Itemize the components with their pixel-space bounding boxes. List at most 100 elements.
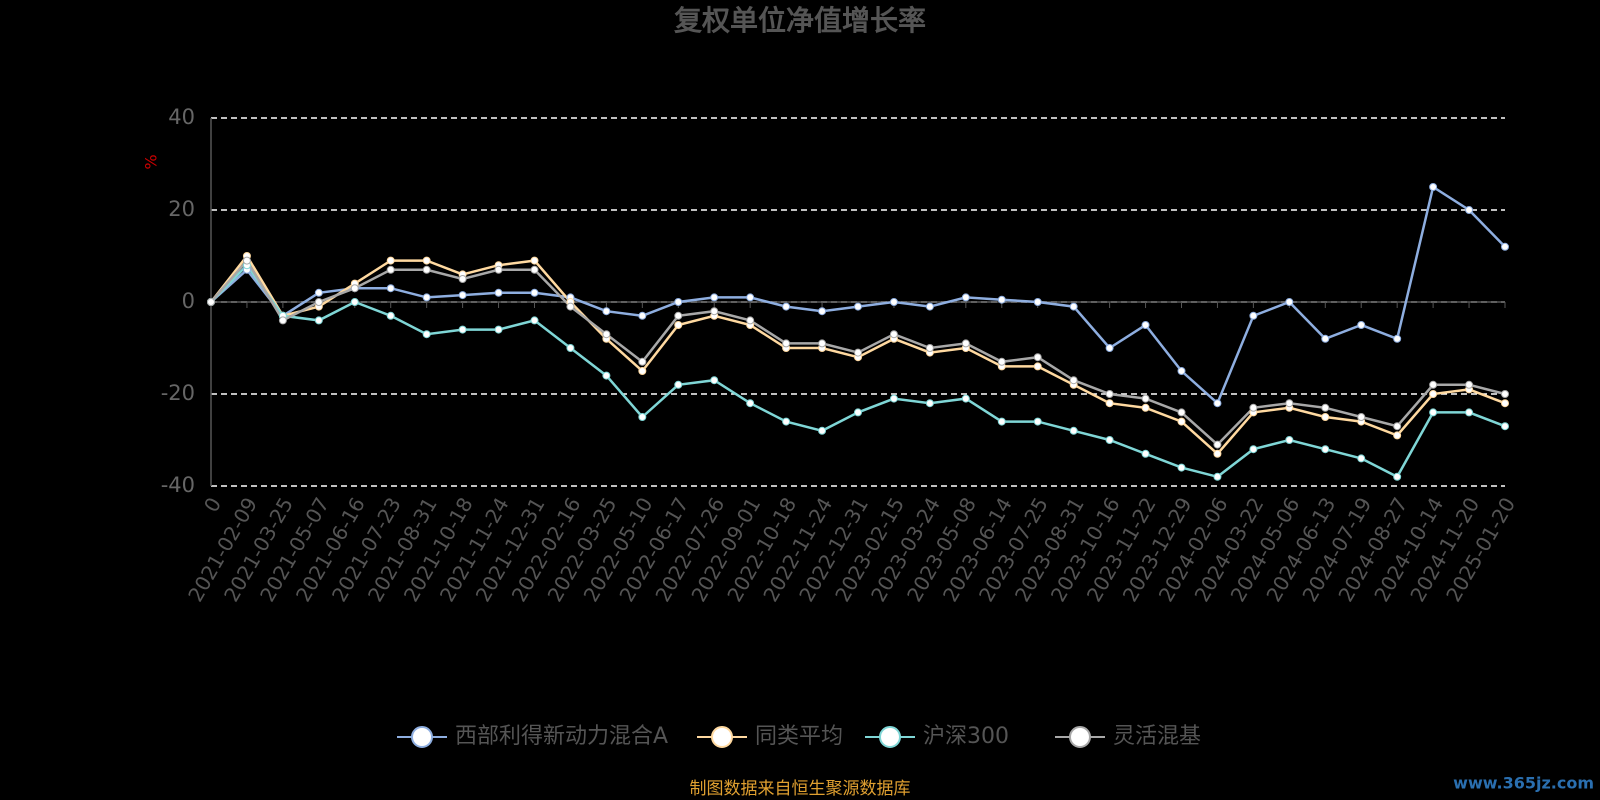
data-point	[818, 307, 827, 316]
data-point	[1429, 408, 1438, 417]
data-point	[1285, 399, 1294, 408]
data-point	[961, 394, 970, 403]
data-point	[854, 348, 862, 357]
data-point	[1213, 399, 1222, 408]
legend-label: 西部利得新动力混合A	[455, 724, 668, 749]
data-point	[638, 311, 647, 320]
data-point	[350, 298, 359, 306]
data-point	[494, 265, 503, 274]
data-point	[458, 325, 467, 334]
legend-label: 同类平均	[755, 724, 843, 749]
data-point	[1177, 408, 1186, 417]
data-point	[458, 275, 467, 283]
data-point	[818, 426, 827, 435]
data-point	[1321, 413, 1330, 421]
data-point	[1285, 298, 1294, 306]
data-point	[458, 291, 467, 300]
y-tick-label: -20	[161, 381, 195, 405]
data-point	[1429, 390, 1438, 398]
data-point	[314, 288, 323, 297]
data-point	[1249, 403, 1258, 412]
y-tick-label: -40	[161, 473, 195, 497]
source-note: 制图数据来自恒生聚源数据库	[690, 779, 911, 799]
data-point	[1069, 426, 1078, 435]
data-point	[1321, 403, 1330, 412]
data-point	[961, 293, 970, 302]
data-point	[782, 339, 791, 348]
data-point	[422, 293, 431, 302]
data-point	[961, 339, 970, 348]
chart-title: 复权单位净值增长率	[674, 4, 926, 37]
y-tick-label: 0	[182, 289, 195, 313]
data-point	[422, 256, 431, 265]
data-point	[710, 293, 719, 302]
data-point	[1465, 206, 1474, 214]
data-point	[1393, 472, 1402, 481]
data-point	[710, 376, 719, 385]
data-point	[1141, 321, 1150, 329]
legend-label: 灵活混基	[1113, 724, 1201, 749]
data-point	[1033, 353, 1042, 362]
legend-label: 沪深300	[923, 724, 1009, 749]
data-point	[1141, 394, 1150, 403]
data-point	[1501, 390, 1509, 398]
data-point	[1249, 445, 1258, 454]
data-point	[1357, 321, 1366, 329]
data-point	[494, 325, 503, 334]
data-point	[1357, 413, 1366, 421]
data-point	[782, 417, 791, 426]
data-point	[782, 302, 791, 311]
data-point	[818, 339, 827, 348]
data-point	[1501, 422, 1509, 431]
data-point	[602, 307, 611, 316]
data-point	[638, 357, 647, 366]
data-point	[530, 288, 539, 297]
data-point	[1177, 367, 1186, 375]
data-point	[1069, 376, 1078, 385]
data-point	[674, 311, 683, 320]
x-tick-label: 0	[199, 493, 226, 516]
data-point	[889, 298, 898, 306]
y-tick-label: 20	[168, 197, 195, 221]
y-axis-label: %	[142, 154, 161, 169]
data-point	[1177, 417, 1186, 426]
watermark: www.365jz.com	[1453, 774, 1594, 793]
data-point	[1177, 463, 1186, 472]
data-point	[925, 399, 934, 408]
data-point	[746, 399, 755, 408]
data-point	[1321, 334, 1330, 343]
data-point	[1501, 399, 1509, 408]
data-point	[1213, 440, 1222, 449]
data-point	[854, 408, 862, 417]
data-point	[674, 380, 683, 389]
data-point	[997, 417, 1006, 426]
data-point	[674, 298, 683, 306]
data-point	[925, 302, 934, 311]
data-point	[386, 284, 395, 293]
data-point	[1033, 298, 1042, 306]
data-point	[1501, 242, 1509, 251]
data-point	[1357, 454, 1366, 463]
data-point	[1105, 390, 1114, 398]
data-point	[602, 371, 611, 380]
data-point	[746, 316, 755, 325]
series-line	[210, 263, 1506, 479]
data-point	[1465, 380, 1474, 389]
data-point	[422, 265, 431, 274]
data-point	[674, 321, 683, 329]
legend-marker	[411, 726, 433, 748]
data-point	[386, 311, 395, 320]
data-point	[1213, 449, 1222, 458]
data-point	[1393, 334, 1402, 343]
data-point	[1393, 422, 1402, 431]
legend-marker	[1069, 726, 1091, 748]
data-point	[925, 344, 934, 352]
data-point	[314, 316, 323, 325]
data-point	[494, 288, 503, 297]
data-point	[386, 256, 395, 265]
y-tick-label: 40	[168, 105, 195, 129]
data-point	[1141, 403, 1150, 412]
data-point	[638, 367, 647, 375]
data-point	[1285, 436, 1294, 444]
